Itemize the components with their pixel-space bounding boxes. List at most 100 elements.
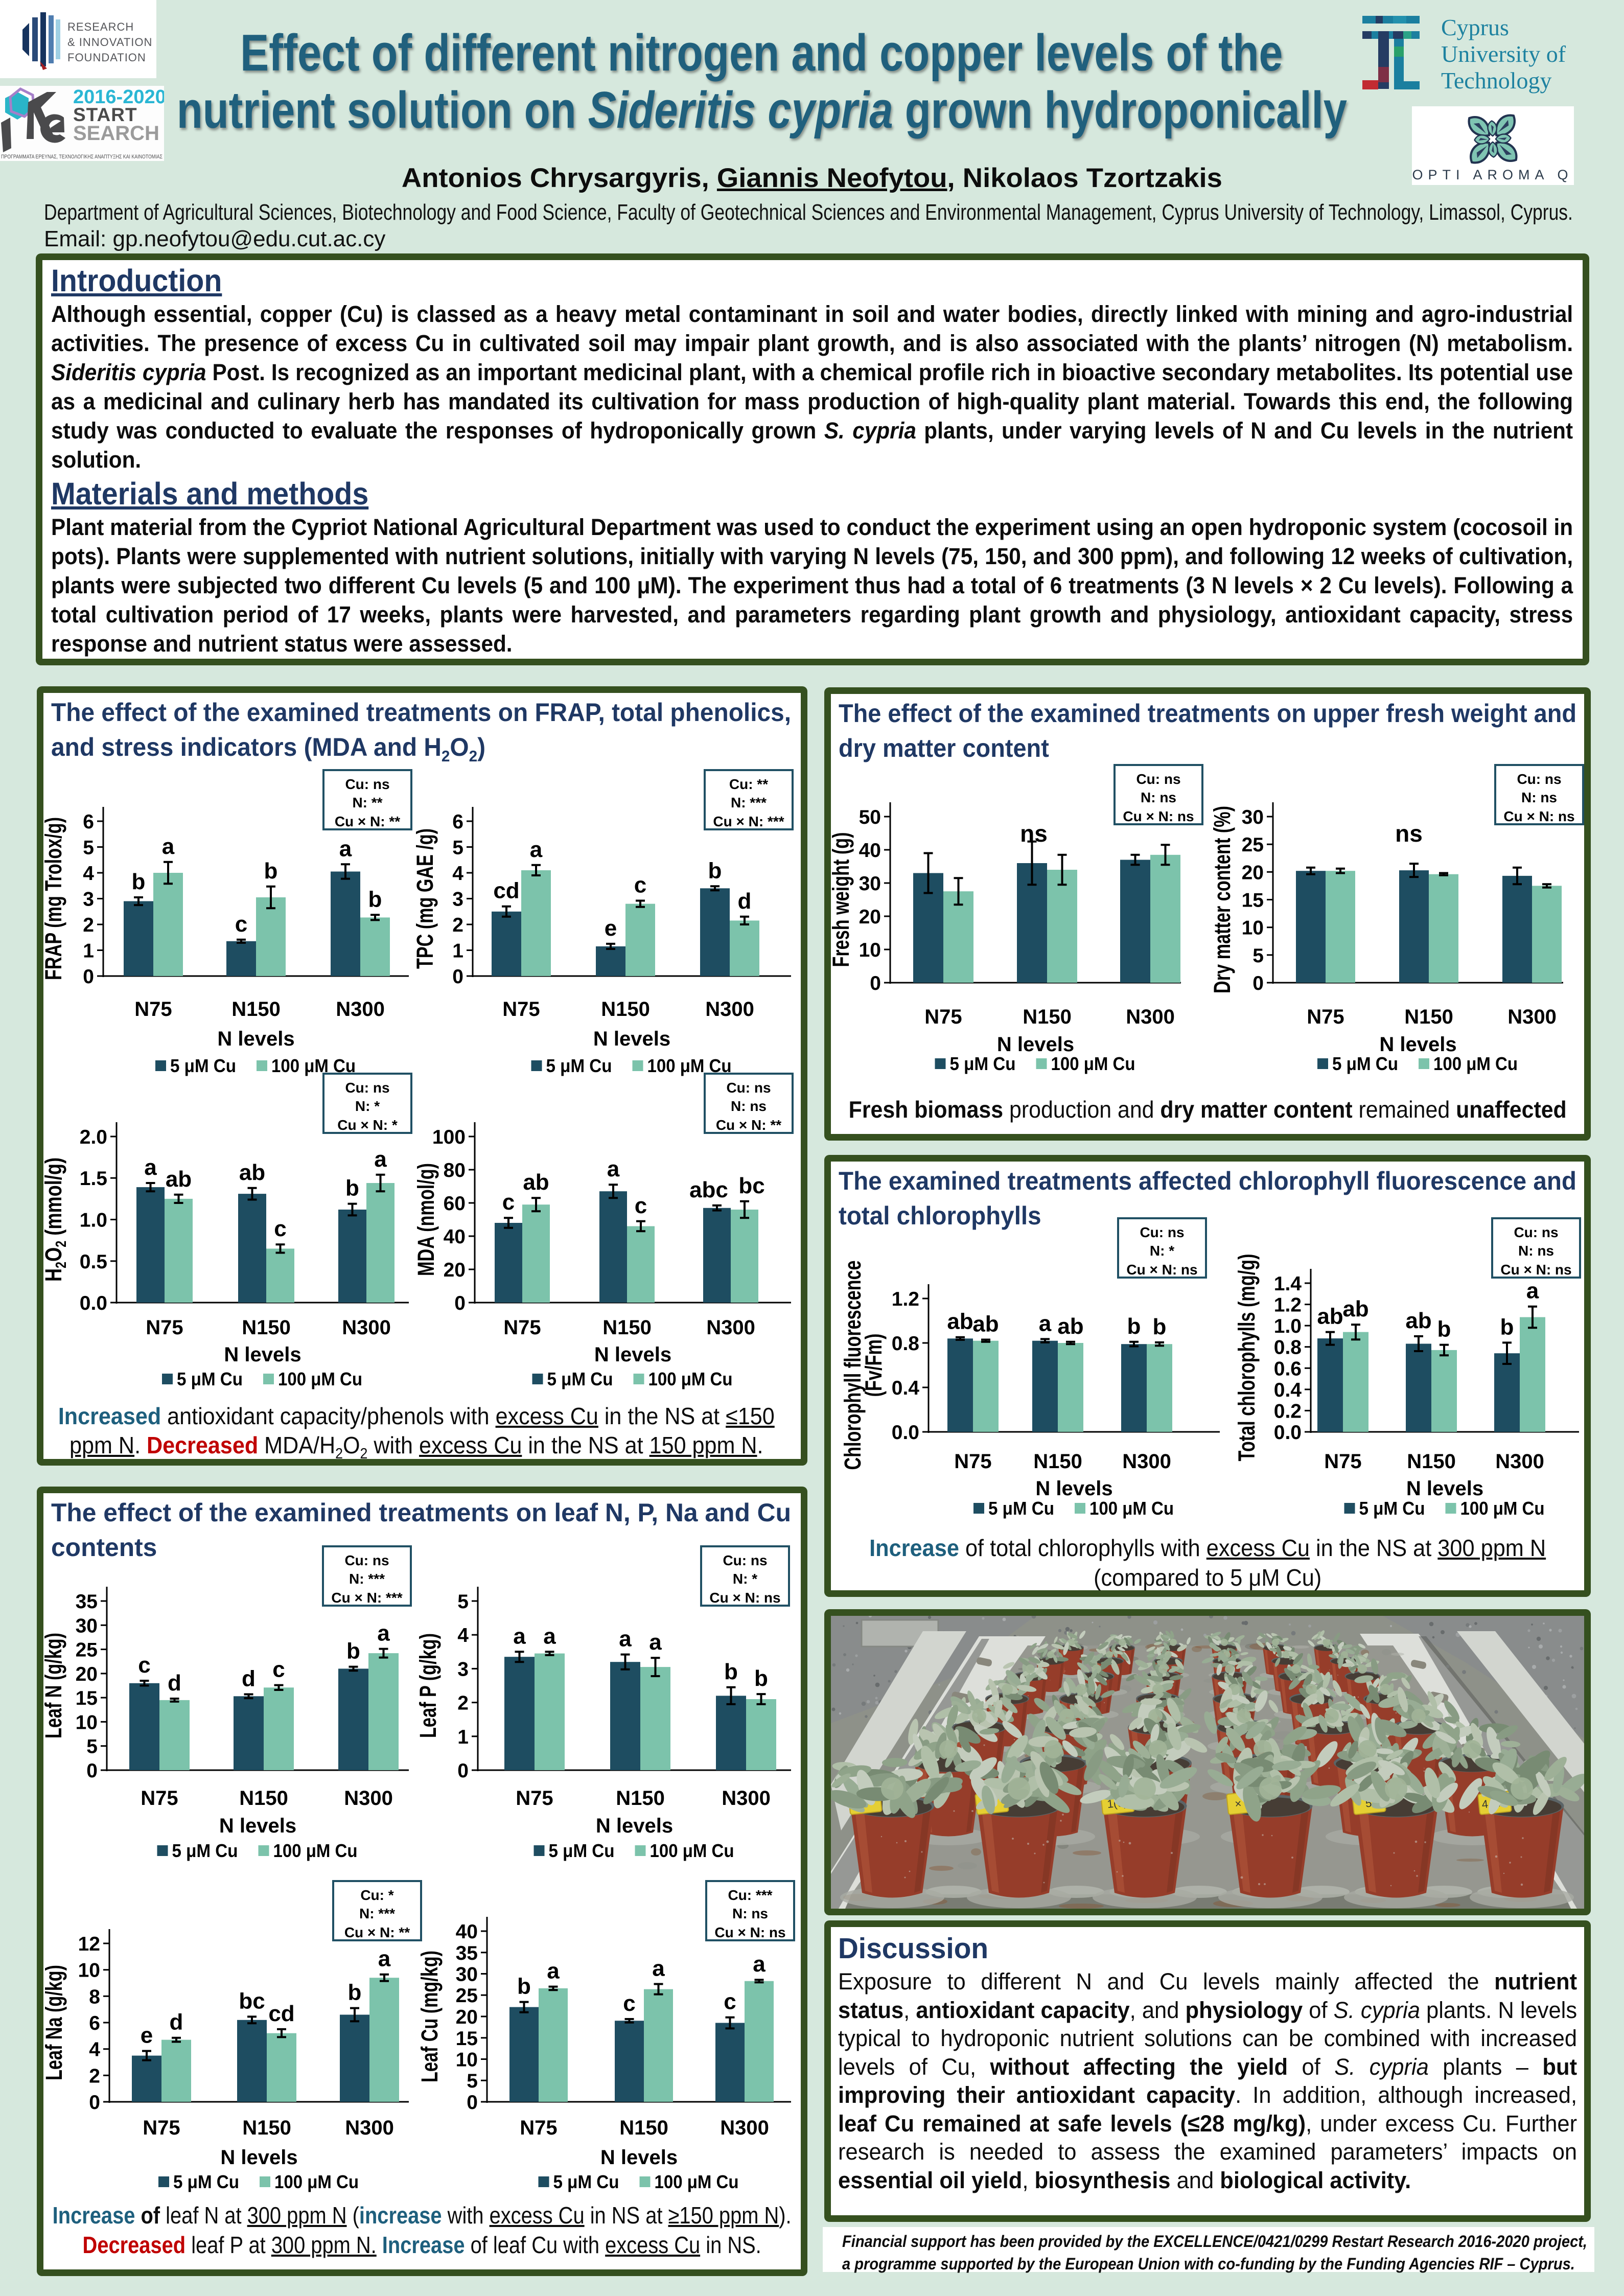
svg-text:100 μM Cu: 100 μM Cu — [655, 2171, 739, 2192]
svg-text:N levels: N levels — [600, 2146, 678, 2169]
svg-text:0.5: 0.5 — [80, 1251, 107, 1273]
svg-text:ab: ab — [947, 1309, 973, 1334]
svg-text:5: 5 — [452, 837, 463, 859]
svg-text:a: a — [144, 1155, 157, 1180]
svg-text:b: b — [708, 858, 722, 883]
svg-text:5 μM Cu: 5 μM Cu — [170, 1055, 236, 1076]
svg-text:N: *: N: * — [355, 1098, 380, 1114]
svg-text:N: *: N: * — [1150, 1243, 1174, 1259]
svg-text:(Fv/Fm): (Fv/Fm) — [861, 1334, 887, 1397]
svg-text:0.0: 0.0 — [80, 1292, 107, 1314]
svg-text:N300: N300 — [1507, 1006, 1557, 1028]
svg-text:Cu × N: ns: Cu × N: ns — [714, 1924, 785, 1940]
svg-text:N150: N150 — [1404, 1006, 1453, 1028]
svg-text:b: b — [346, 1639, 360, 1664]
svg-text:15: 15 — [76, 1687, 98, 1709]
svg-text:30: 30 — [1242, 806, 1264, 828]
svg-text:0: 0 — [89, 2092, 100, 2114]
svg-text:N75: N75 — [503, 1316, 541, 1339]
svg-text:2: 2 — [89, 2065, 100, 2087]
svg-text:40: 40 — [444, 1226, 466, 1248]
svg-text:5 μM Cu: 5 μM Cu — [1332, 1053, 1398, 1074]
svg-text:FOUNDATION: FOUNDATION — [67, 51, 146, 64]
svg-text:bc: bc — [738, 1173, 764, 1198]
svg-text:N300: N300 — [342, 1316, 391, 1339]
svg-text:Cu × N: ***: Cu × N: *** — [331, 1590, 402, 1606]
svg-text:RESEARCH: RESEARCH — [67, 20, 134, 33]
svg-text:15: 15 — [1242, 890, 1264, 912]
svg-text:b: b — [1127, 1314, 1141, 1339]
svg-text:& INNOVATION: & INNOVATION — [67, 36, 152, 49]
svg-text:1.4: 1.4 — [1274, 1273, 1302, 1295]
svg-text:40: 40 — [456, 1921, 478, 1943]
svg-text:0: 0 — [452, 966, 463, 988]
svg-text:10: 10 — [76, 1711, 98, 1733]
svg-text:b: b — [724, 1659, 738, 1684]
svg-text:N300: N300 — [722, 1787, 771, 1810]
svg-text:b: b — [132, 869, 146, 894]
svg-text:Cu × N: ns: Cu × N: ns — [1503, 808, 1574, 824]
svg-text:b: b — [368, 887, 382, 912]
svg-text:bc: bc — [239, 1988, 265, 2013]
svg-text:0.6: 0.6 — [1274, 1358, 1302, 1380]
svg-text:N150: N150 — [616, 1787, 665, 1810]
svg-text:50: 50 — [859, 806, 881, 828]
svg-text:1.5: 1.5 — [80, 1168, 107, 1190]
svg-text:1.2: 1.2 — [892, 1288, 919, 1310]
svg-text:20: 20 — [444, 1259, 466, 1281]
svg-text:a: a — [649, 1630, 662, 1655]
svg-text:Cu: ns: Cu: ns — [345, 776, 389, 792]
svg-text:Cu × N: ns: Cu × N: ns — [709, 1590, 780, 1606]
svg-text:N150: N150 — [619, 2117, 668, 2139]
svg-text:1.0: 1.0 — [80, 1210, 107, 1232]
svg-text:0: 0 — [454, 1292, 466, 1314]
svg-text:5 μM Cu: 5 μM Cu — [988, 1498, 1054, 1519]
svg-text:N75: N75 — [141, 1787, 178, 1810]
svg-text:N150: N150 — [1407, 1450, 1456, 1473]
svg-text:3: 3 — [452, 889, 463, 911]
svg-text:5 μM Cu: 5 μM Cu — [950, 1053, 1016, 1074]
svg-text:b: b — [1153, 1314, 1167, 1339]
svg-text:N150: N150 — [1023, 1006, 1072, 1028]
svg-text:d: d — [738, 889, 752, 914]
svg-text:2.0: 2.0 — [80, 1126, 107, 1148]
svg-text:a: a — [547, 1959, 560, 1984]
svg-text:35: 35 — [456, 1942, 478, 1964]
svg-text:e: e — [141, 2023, 153, 2048]
svg-text:TPC (mg GAE /g): TPC (mg GAE /g) — [412, 828, 438, 969]
svg-text:100 μM Cu: 100 μM Cu — [650, 1840, 734, 1861]
svg-text:10: 10 — [456, 2049, 478, 2071]
svg-text:5 μM Cu: 5 μM Cu — [547, 1369, 613, 1389]
svg-text:b: b — [517, 1974, 531, 1999]
svg-text:Cu: ns: Cu: ns — [1514, 1224, 1558, 1240]
svg-text:d: d — [242, 1666, 256, 1691]
svg-text:d: d — [168, 1671, 181, 1696]
svg-text:6: 6 — [452, 811, 463, 833]
svg-text:a: a — [378, 1946, 391, 1972]
svg-text:Cu × N: ns: Cu × N: ns — [1123, 808, 1194, 824]
svg-text:0.4: 0.4 — [892, 1377, 920, 1399]
svg-text:N75: N75 — [143, 2117, 180, 2139]
svg-text:Cu × N: ***: Cu × N: *** — [713, 814, 784, 829]
svg-text:N75: N75 — [520, 2117, 557, 2139]
svg-text:0: 0 — [870, 972, 881, 994]
svg-text:5 μM Cu: 5 μM Cu — [546, 1055, 612, 1076]
svg-text:Leaf N (g/kg): Leaf N (g/kg) — [40, 1633, 66, 1738]
svg-text:N300: N300 — [1122, 1450, 1171, 1473]
svg-text:8: 8 — [89, 1986, 100, 2008]
svg-text:N75: N75 — [1324, 1450, 1361, 1473]
svg-text:Cu × N: **: Cu × N: ** — [335, 814, 400, 829]
svg-text:Chlorophyll fluorescence: Chlorophyll fluorescence — [840, 1261, 866, 1470]
svg-text:20: 20 — [859, 906, 881, 928]
svg-text:N levels: N levels — [1379, 1033, 1456, 1056]
svg-text:START: START — [73, 104, 137, 125]
svg-text:OPTI AROMA Q: OPTI AROMA Q — [1412, 167, 1573, 182]
svg-text:Cu: **: Cu: ** — [729, 776, 768, 792]
svg-text:N: ns: N: ns — [1521, 790, 1557, 805]
svg-text:N300: N300 — [344, 1787, 393, 1810]
svg-text:0: 0 — [457, 1760, 469, 1782]
svg-text:Cu: ns: Cu: ns — [1517, 771, 1561, 787]
svg-text:Cu × N: *: Cu × N: * — [337, 1117, 398, 1133]
svg-text:c: c — [502, 1190, 515, 1215]
svg-text:c: c — [635, 1193, 647, 1218]
